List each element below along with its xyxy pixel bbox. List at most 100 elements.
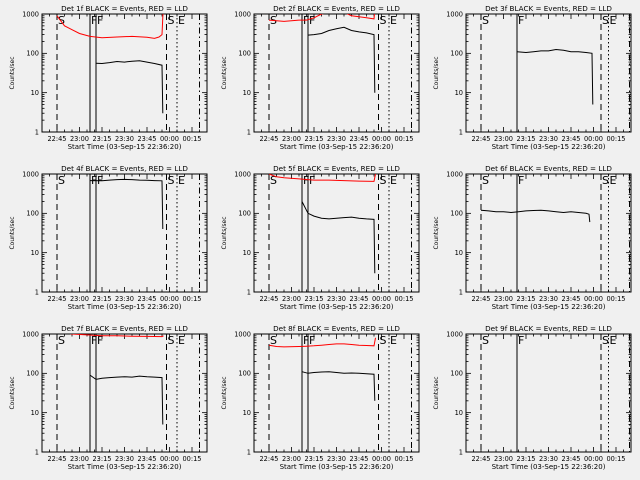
- y-tick-label: 10: [455, 89, 463, 97]
- panel-title: Det 7f BLACK = Events, RED = LLD: [61, 324, 188, 333]
- detector-panel-3: Det 3f BLACK = Events, RED = LLD 1 10 100 10…: [433, 4, 632, 151]
- x-axis-label: Start Time (03-Sep-15 22:36:20): [280, 303, 394, 311]
- event-marker-label: S: [482, 14, 489, 27]
- plot-frame: [41, 173, 208, 293]
- x-tick-label: 23:45: [349, 135, 368, 143]
- event-marker-label: S: [380, 174, 387, 187]
- y-tick-label: 100: [238, 370, 251, 378]
- series-line-1: [95, 60, 164, 114]
- x-tick-label: 23:45: [561, 135, 580, 143]
- event-marker-label: F: [518, 174, 524, 187]
- x-tick-label: 00:15: [606, 295, 625, 303]
- event-marker-label: F: [91, 14, 97, 27]
- x-tick-label: 00:00: [160, 135, 179, 143]
- panel-title: Det 1f BLACK = Events, RED = LLD: [61, 4, 188, 13]
- x-tick-label: 23:30: [115, 295, 134, 303]
- panel-title: Det 4f BLACK = Events, RED = LLD: [61, 164, 188, 173]
- series-line-2: [268, 14, 375, 22]
- y-tick-label: 100: [26, 210, 39, 218]
- y-tick-label: 10: [31, 89, 39, 97]
- x-axis-label: Start Time (03-Sep-15 22:36:20): [68, 303, 182, 311]
- x-tick-label: 23:00: [282, 295, 301, 303]
- series-line-1: [89, 178, 164, 230]
- x-axis-label: Start Time (03-Sep-15 22:36:20): [492, 303, 606, 311]
- detector-panel-2: Det 2f BLACK = Events, RED = LLD 1 10 100 10…: [221, 4, 420, 151]
- y-tick-label: 1000: [446, 330, 463, 338]
- x-axis-label: Start Time (03-Sep-15 22:36:20): [280, 143, 394, 151]
- event-marker-label: S: [380, 334, 387, 347]
- x-tick-label: 22:45: [259, 135, 278, 143]
- x-tick-label: 00:15: [182, 295, 201, 303]
- x-axis-label: Start Time (03-Sep-15 22:36:20): [492, 143, 606, 151]
- event-marker-label: S: [602, 334, 609, 347]
- x-tick-label: 23:30: [539, 135, 558, 143]
- x-tick-label: 23:45: [137, 455, 156, 463]
- plot-frame: [465, 333, 632, 453]
- y-axis-label: Counts/sec: [221, 216, 228, 249]
- y-tick-label: 1: [35, 128, 39, 136]
- x-tick-label: 23:15: [304, 295, 323, 303]
- y-tick-label: 1000: [446, 10, 463, 18]
- plot-frame: [41, 13, 208, 133]
- series-line-2: [268, 337, 376, 348]
- y-tick-label: 100: [26, 50, 39, 58]
- x-tick-label: 23:15: [92, 295, 111, 303]
- y-tick-label: 1000: [22, 330, 39, 338]
- y-tick-label: 10: [243, 409, 251, 417]
- y-tick-label: 1000: [234, 170, 251, 178]
- x-tick-label: 23:45: [349, 295, 368, 303]
- y-tick-label: 1: [35, 448, 39, 456]
- x-tick-label: 23:30: [539, 455, 558, 463]
- x-tick-label: 00:00: [160, 455, 179, 463]
- panel-title: Det 5f BLACK = Events, RED = LLD: [273, 164, 400, 173]
- panel-title: Det 8f BLACK = Events, RED = LLD: [273, 324, 400, 333]
- y-tick-label: 10: [455, 249, 463, 257]
- event-marker-label: S: [168, 174, 175, 187]
- detector-panel-4: Det 4f BLACK = Events, RED = LLD 1 10 100 10…: [9, 164, 208, 311]
- series-line-2: [69, 334, 164, 338]
- plot-frame: [465, 13, 632, 133]
- x-tick-label: 23:00: [494, 135, 513, 143]
- x-tick-label: 23:00: [494, 455, 513, 463]
- event-marker-label: S: [380, 14, 387, 27]
- x-tick-label: 22:45: [47, 295, 66, 303]
- x-tick-label: 22:45: [471, 455, 490, 463]
- event-marker-label: S: [270, 174, 277, 187]
- event-marker-label: S: [58, 174, 65, 187]
- x-tick-label: 22:45: [47, 135, 66, 143]
- x-tick-label: 00:00: [372, 455, 391, 463]
- series-line-1: [301, 201, 376, 274]
- y-axis-label: Counts/sec: [433, 216, 440, 249]
- x-tick-label: 23:45: [137, 295, 156, 303]
- y-tick-label: 10: [31, 249, 39, 257]
- detector-panel-5: Det 5f BLACK = Events, RED = LLD 1 10 100 10…: [221, 164, 420, 311]
- x-tick-label: 23:30: [327, 135, 346, 143]
- x-tick-label: 00:00: [372, 135, 391, 143]
- event-marker-label: F: [303, 174, 309, 187]
- plot-frame: [253, 333, 420, 453]
- detector-panel-1: Det 1f BLACK = Events, RED = LLD 1 10 100 10…: [9, 4, 208, 151]
- x-tick-label: 23:15: [516, 135, 535, 143]
- y-tick-label: 100: [238, 210, 251, 218]
- y-tick-label: 1000: [234, 10, 251, 18]
- detector-panel-7: Det 7f BLACK = Events, RED = LLD 1 10 100 10…: [9, 324, 208, 471]
- series-line-1: [301, 371, 376, 401]
- y-tick-label: 100: [450, 370, 463, 378]
- x-tick-label: 23:00: [70, 135, 89, 143]
- event-marker-label: S: [482, 334, 489, 347]
- x-axis-label: Start Time (03-Sep-15 22:36:20): [280, 463, 394, 471]
- x-tick-label: 23:00: [70, 455, 89, 463]
- y-tick-label: 100: [450, 50, 463, 58]
- panel-title: Det 6f BLACK = Events, RED = LLD: [485, 164, 612, 173]
- y-tick-label: 100: [238, 50, 251, 58]
- y-tick-label: 1000: [446, 170, 463, 178]
- event-marker-label: F: [309, 174, 315, 187]
- x-tick-label: 22:45: [259, 455, 278, 463]
- y-tick-label: 1000: [234, 330, 251, 338]
- x-tick-label: 23:15: [304, 135, 323, 143]
- series-line-1: [480, 209, 591, 223]
- x-tick-label: 00:15: [394, 295, 413, 303]
- event-marker-label: E: [610, 334, 617, 347]
- y-tick-label: 10: [455, 409, 463, 417]
- event-marker-label: S: [168, 334, 175, 347]
